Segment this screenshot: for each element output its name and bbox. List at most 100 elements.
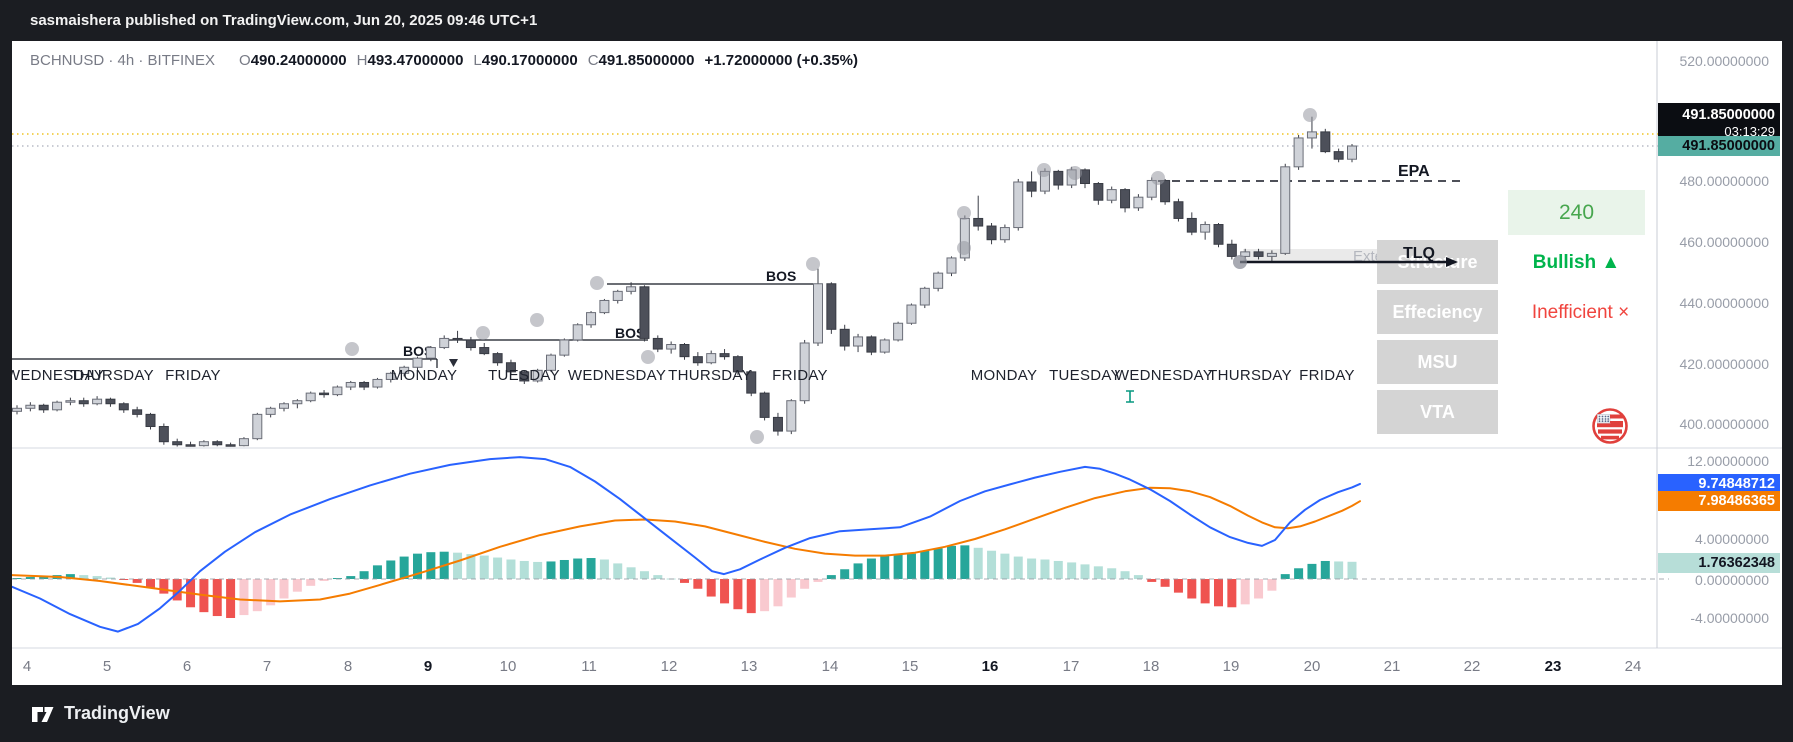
time-tick-7[interactable]: 7 [262,658,272,675]
candle-body[interactable] [1306,131,1317,139]
candle-body[interactable] [546,354,556,371]
candle-body[interactable] [933,272,944,289]
candle-body[interactable] [1053,170,1064,186]
candle-body[interactable] [1333,151,1344,160]
candle-body[interactable] [439,337,450,349]
time-tick-4[interactable]: 4 [22,658,32,675]
candle-body[interactable] [452,337,463,341]
candle-body[interactable] [746,371,757,394]
tradingview-brand[interactable]: TradingView [64,703,170,723]
candle-body[interactable] [1213,224,1224,245]
candle-body[interactable] [1320,131,1331,153]
candle-body[interactable] [1160,179,1171,203]
time-tick-14[interactable]: 14 [821,658,839,675]
candle-body[interactable] [1093,183,1104,201]
candle-body[interactable] [1133,196,1144,209]
candle-body[interactable] [799,342,810,402]
msu-button[interactable]: MSU [1377,340,1498,384]
candle-body[interactable] [345,381,356,388]
candle-body[interactable] [372,378,383,388]
time-tick-10[interactable]: 10 [499,658,517,675]
symbol-name[interactable]: BCHNUSD · 4h · BITFINEX [30,51,216,69]
candle-body[interactable] [1280,166,1291,254]
candle-body[interactable] [12,407,22,412]
candle-body[interactable] [772,416,783,432]
candle-body[interactable] [198,441,209,447]
candle-body[interactable] [1186,217,1197,233]
candle-body[interactable] [212,441,223,446]
candle-body[interactable] [999,227,1010,241]
candle-body[interactable] [319,392,330,396]
time-tick-23[interactable]: 23 [1544,658,1562,675]
candle-body[interactable] [946,257,957,274]
candle-body[interactable] [559,339,570,356]
candle-body[interactable] [399,366,410,374]
candle-body[interactable] [38,404,49,411]
candle-body[interactable] [692,356,703,364]
candle-body[interactable] [586,312,597,326]
candle-body[interactable] [732,356,743,373]
candle-body[interactable] [826,283,837,330]
candle-body[interactable] [465,339,476,349]
candle-body[interactable] [492,353,503,364]
time-tick-16[interactable]: 16 [981,658,999,675]
candle-body[interactable] [185,444,196,447]
price-macd-plot[interactable]: BOS BOS BOS EPA [12,41,1782,685]
candle-body[interactable] [652,337,663,350]
candle-body[interactable] [719,353,730,358]
candle-body[interactable] [385,372,396,380]
time-tick-12[interactable]: 12 [660,658,678,675]
candle-body[interactable] [1013,181,1024,229]
candle-body[interactable] [839,328,850,347]
candle-body[interactable] [505,362,516,373]
time-tick-20[interactable]: 20 [1303,658,1321,675]
candle-body[interactable] [813,283,823,344]
candle-body[interactable] [1173,201,1184,219]
time-tick-5[interactable]: 5 [102,658,112,675]
candle-body[interactable] [639,286,650,339]
tradingview-logo-icon[interactable] [30,701,56,727]
candle-body[interactable] [145,413,156,428]
effeciency-button[interactable]: Effeciency [1377,290,1498,334]
candle-body[interactable] [118,403,129,411]
candle-body[interactable] [279,403,289,409]
candle-body[interactable] [572,324,583,341]
candle-body[interactable] [25,404,36,409]
candle-body[interactable] [1226,243,1237,257]
time-tick-11[interactable]: 11 [581,658,597,675]
candle-body[interactable] [52,401,63,411]
candle-body[interactable] [172,441,183,446]
candle-body[interactable] [626,286,637,292]
symbol-legend[interactable]: BCHNUSD · 4h · BITFINEX O 490.24000000 H… [30,50,858,70]
candle-body[interactable] [1253,251,1264,257]
time-tick-19[interactable]: 19 [1222,658,1240,675]
candle-body[interactable] [305,392,316,402]
candle-body[interactable] [78,400,89,405]
candle-body[interactable] [479,347,490,355]
candle-body[interactable] [1106,189,1117,201]
candle-body[interactable] [919,287,930,306]
candle-body[interactable] [92,398,103,405]
time-tick-17[interactable]: 17 [1062,658,1080,675]
candle-body[interactable] [252,413,263,440]
candle-body[interactable] [425,347,436,359]
candle-body[interactable] [759,392,770,418]
candle-body[interactable] [1026,181,1037,192]
candle-body[interactable] [893,322,904,341]
time-tick-15[interactable]: 15 [901,658,919,675]
candle-body[interactable] [412,357,423,368]
time-tick-24[interactable]: 24 [1624,658,1642,675]
candle-body[interactable] [292,400,303,405]
candle-body[interactable] [1120,189,1131,209]
candle-body[interactable] [986,225,997,241]
candle-body[interactable] [973,217,984,227]
time-tick-21[interactable]: 21 [1383,658,1401,675]
time-tick-22[interactable]: 22 [1463,658,1481,675]
time-tick-8[interactable]: 8 [343,658,353,675]
candle-body[interactable] [1266,252,1277,257]
candle-body[interactable] [1200,224,1211,233]
vta-button[interactable]: VTA [1377,390,1498,434]
time-tick-6[interactable]: 6 [182,658,192,675]
candle-body[interactable] [105,398,116,405]
candle-body[interactable] [265,407,276,415]
